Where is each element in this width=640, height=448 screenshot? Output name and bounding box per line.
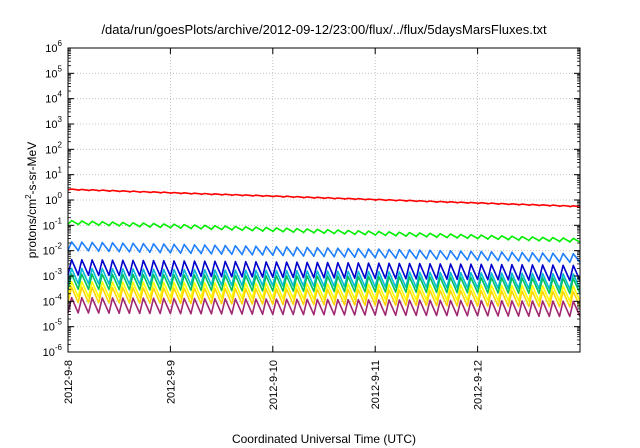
y-tick-label: 102: [45, 140, 62, 156]
y-tick-label: 100: [45, 191, 62, 207]
y-tick-label: 10-6: [43, 343, 63, 359]
y-tick-exponent: -2: [55, 242, 63, 251]
y-tick-label: 104: [45, 90, 62, 106]
x-tick-label: 2012-9-9: [165, 360, 177, 404]
series-line-2: [67, 219, 581, 243]
y-tick-exponent: 1: [58, 166, 63, 175]
x-axis-label: Coordinated Universal Time (UTC): [232, 432, 416, 446]
y-tick-label: 10-5: [43, 318, 63, 334]
y-tick-base: 10: [45, 144, 57, 156]
y-tick-exponent: -3: [55, 267, 63, 276]
series-line-9: [67, 296, 581, 318]
y-tick-exponent: -1: [55, 216, 63, 225]
series-line-1: [67, 188, 581, 208]
x-tick-label: 2012-9-8: [63, 360, 75, 404]
y-tick-base: 10: [45, 94, 57, 106]
y-tick-base: 10: [43, 296, 55, 308]
y-tick-label: 10-1: [43, 216, 63, 232]
series-line-6: [67, 273, 581, 295]
y-tick-base: 10: [43, 220, 55, 232]
y-tick-base: 10: [45, 195, 57, 207]
y-tick-base: 10: [43, 246, 55, 258]
x-tick-label: 2012-9-11: [370, 360, 382, 409]
y-tick-label: 105: [45, 64, 62, 80]
y-tick-label: 106: [45, 39, 62, 55]
series-line-5: [67, 267, 581, 290]
y-axis-label-sup: 2: [24, 194, 33, 199]
y-tick-exponent: 3: [58, 115, 63, 124]
y-tick-label: 101: [45, 166, 62, 182]
y-tick-label: 10-2: [43, 242, 63, 258]
y-tick-base: 10: [45, 119, 57, 131]
series-line-3: [67, 241, 581, 264]
y-tick-label: 10-4: [43, 292, 63, 308]
y-axis-label-group: protons/cm2-s-sr-MeV: [24, 142, 39, 258]
y-axis-label-part: -s-sr-MeV: [25, 142, 39, 195]
y-tick-exponent: -6: [55, 343, 63, 352]
y-tick-base: 10: [43, 322, 55, 334]
y-tick-label: 103: [45, 115, 62, 131]
y-axis-label: protons/cm2-s-sr-MeV: [24, 142, 39, 258]
series-line-4: [67, 258, 581, 282]
y-tick-exponent: 5: [58, 64, 63, 73]
x-tick-label: 2012-9-10: [268, 360, 280, 410]
y-tick-base: 10: [43, 347, 55, 359]
series-line-8: [67, 286, 581, 308]
y-tick-base: 10: [45, 170, 57, 182]
y-tick-exponent: 0: [58, 191, 63, 200]
y-tick-label: 10-3: [43, 267, 63, 283]
y-tick-base: 10: [45, 43, 57, 55]
y-tick-exponent: 4: [58, 90, 63, 99]
series-line-7: [67, 280, 581, 302]
y-tick-base: 10: [43, 271, 55, 283]
y-tick-exponent: 2: [58, 140, 63, 149]
y-tick-exponent: 6: [58, 39, 63, 48]
y-tick-exponent: -4: [55, 292, 63, 301]
y-tick-base: 10: [45, 68, 57, 80]
series-group: [67, 188, 581, 318]
y-axis-label-part: protons/cm: [25, 199, 39, 258]
x-tick-label: 2012-9-12: [473, 360, 485, 410]
ticks: 10-610-510-410-310-210-11001011021031041…: [43, 39, 580, 410]
chart-title: /data/run/goesPlots/archive/2012-09-12/2…: [101, 22, 547, 37]
y-tick-exponent: -5: [55, 318, 63, 327]
